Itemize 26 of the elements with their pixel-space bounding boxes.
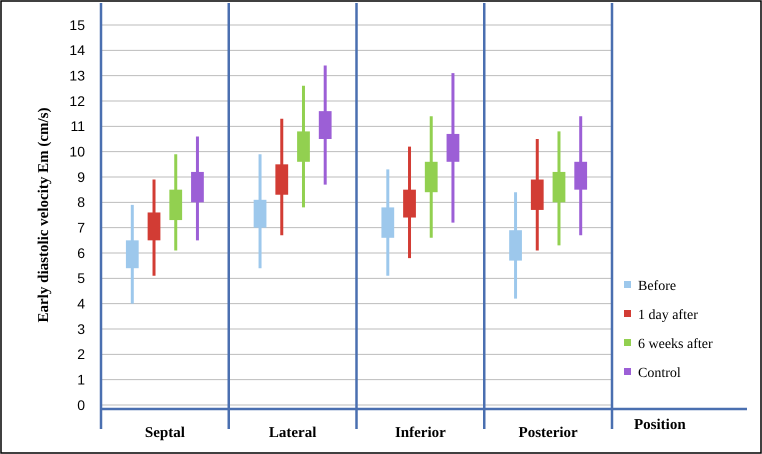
y-axis-title: Early diastolic velocity Em (cm/s) — [36, 108, 52, 322]
legend-label: 6 weeks after — [638, 336, 713, 352]
y-tick-label: 10 — [69, 144, 86, 160]
y-tick-label: 6 — [77, 244, 86, 261]
y-tick-label: 13 — [69, 68, 86, 84]
x-tick-label: Inferior — [394, 425, 446, 441]
x-axis-title: Position — [634, 417, 686, 433]
y-tick-label: 15 — [69, 16, 86, 33]
y-tick-label: 2 — [77, 346, 86, 362]
y-tick-label: 14 — [69, 42, 86, 58]
y-tick-label: 12 — [69, 92, 86, 109]
y-tick-label: 9 — [77, 168, 86, 185]
y-tick-label: 7 — [77, 220, 86, 236]
y-tick-label: 11 — [70, 118, 86, 134]
legend-label: Before — [638, 278, 676, 294]
legend-label: 1 day after — [638, 308, 698, 323]
y-tick-label: 3 — [77, 320, 86, 337]
x-tick-label: Lateral — [268, 425, 316, 441]
y-tick-label: 1 — [77, 372, 86, 388]
y-tick-label: 5 — [77, 270, 86, 286]
x-tick-label: Septal — [144, 425, 185, 441]
legend-label: Control — [638, 366, 681, 381]
y-tick-label: 4 — [77, 296, 86, 312]
x-tick-label: Posterior — [518, 425, 578, 441]
y-tick-label: 8 — [77, 194, 86, 210]
y-tick-label: 0 — [77, 396, 86, 413]
